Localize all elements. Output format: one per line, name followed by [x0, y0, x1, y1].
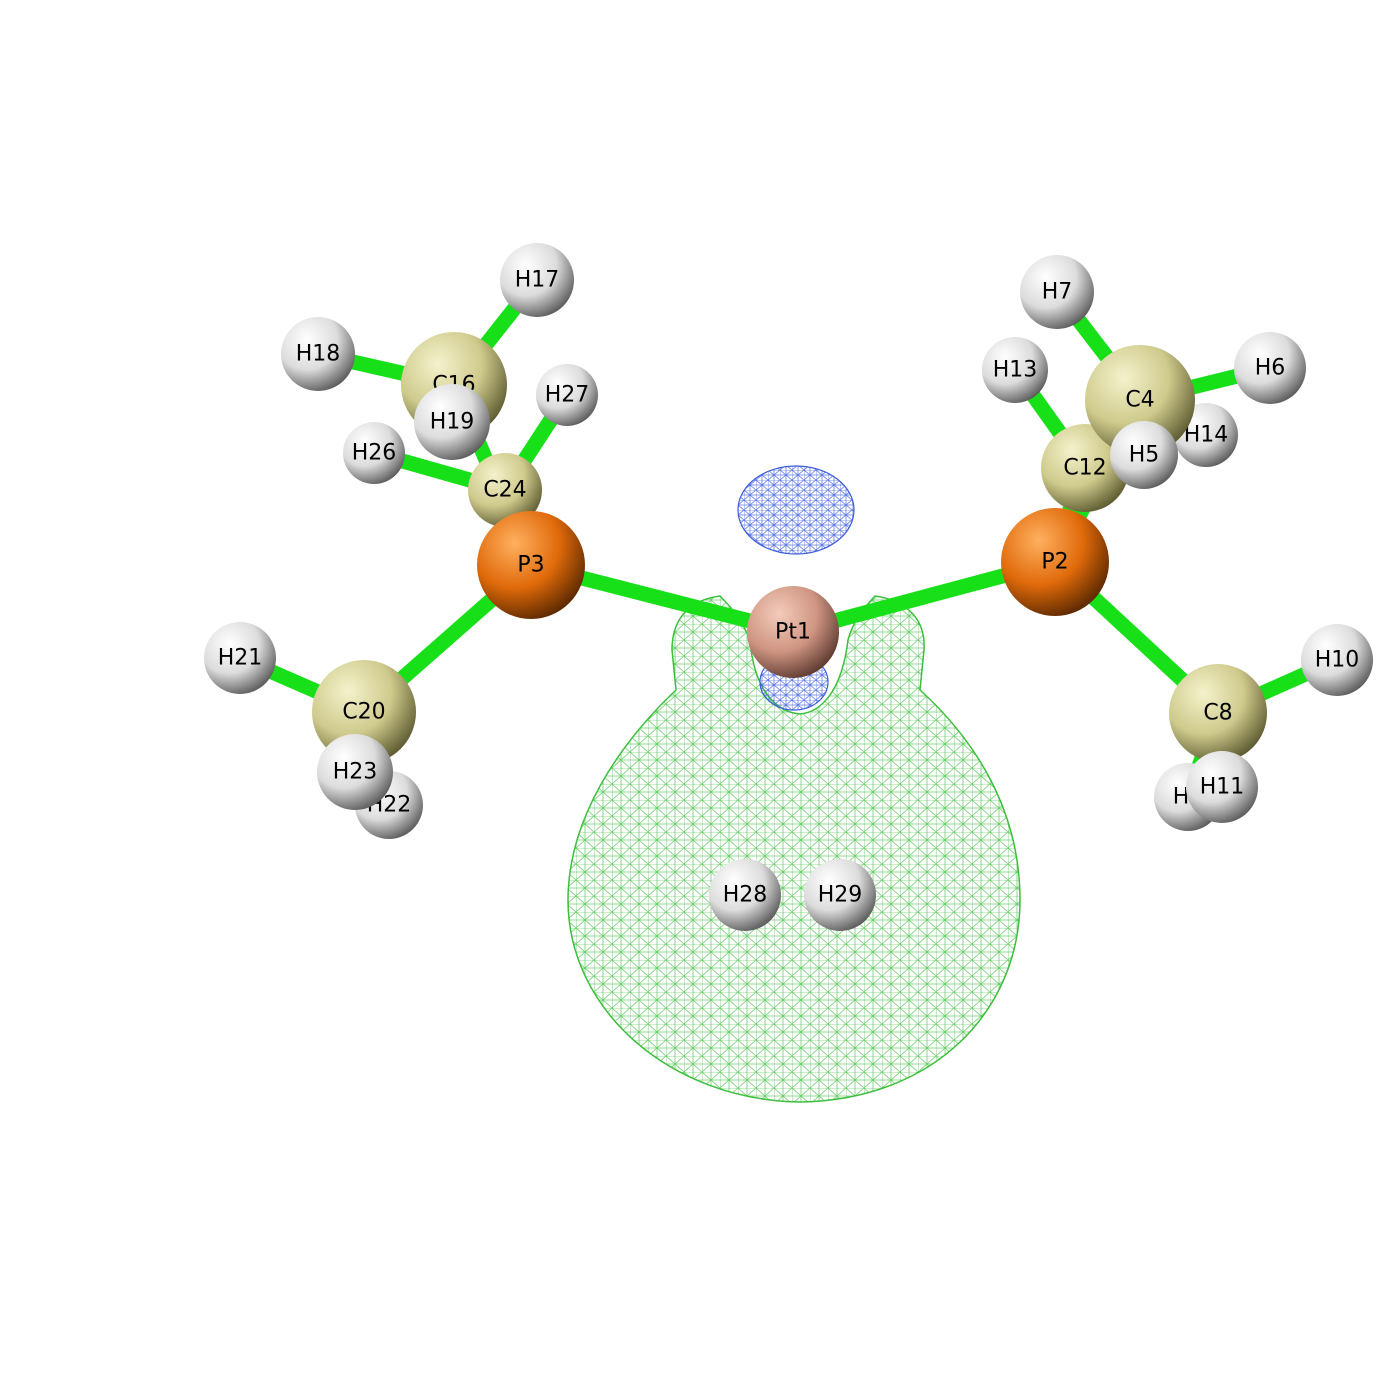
atom-sphere-H23 [317, 734, 393, 810]
atom-label-H26: H26 [352, 441, 397, 466]
atom-label-H19: H19 [430, 410, 475, 435]
atom-label-H10: H10 [1315, 648, 1360, 673]
atom-label-C12: C12 [1063, 456, 1106, 481]
atom-C24[interactable]: C24 [468, 453, 542, 527]
atom-label-H7: H7 [1042, 280, 1073, 305]
atom-label-H14: H14 [1184, 423, 1229, 448]
atom-sphere-H13 [982, 337, 1048, 403]
atom-sphere-H17 [500, 243, 574, 317]
atom-label-P3: P3 [517, 553, 544, 578]
atom-sphere-H27 [536, 364, 598, 426]
atom-label-H21: H21 [218, 646, 263, 671]
atom-label-H17: H17 [515, 268, 560, 293]
atom-sphere-C12 [1041, 424, 1129, 512]
atom-Pt1[interactable]: Pt1 [747, 586, 839, 678]
atom-label-H5: H5 [1129, 443, 1160, 468]
atom-label-H13: H13 [993, 358, 1038, 383]
atom-label-H11: H11 [1200, 775, 1245, 800]
atom-H27[interactable]: H27 [536, 364, 598, 426]
atom-label-H28: H28 [723, 883, 768, 908]
atom-H19[interactable]: H19 [414, 384, 490, 460]
atom-label-H27: H27 [545, 383, 590, 408]
atom-sphere-P3 [477, 511, 585, 619]
atom-sphere-C8 [1169, 664, 1267, 762]
atom-sphere-H26 [343, 422, 405, 484]
atom-label-C20: C20 [342, 700, 385, 725]
atom-sphere-H28 [709, 859, 781, 931]
atom-sphere-H6 [1234, 332, 1306, 404]
atom-sphere-C4 [1085, 345, 1195, 455]
atom-label-H18: H18 [296, 342, 341, 367]
atom-H26[interactable]: H26 [343, 422, 405, 484]
atom-C12[interactable]: C12 [1041, 424, 1129, 512]
atom-C8[interactable]: C8 [1169, 664, 1267, 762]
atom-P3[interactable]: P3 [477, 511, 585, 619]
atom-sphere-H18 [281, 317, 355, 391]
atom-label-H23: H23 [333, 760, 378, 785]
atom-H7[interactable]: H7 [1020, 255, 1094, 329]
atom-H11[interactable]: H11 [1186, 751, 1258, 823]
atom-sphere-P2 [1001, 508, 1109, 616]
atom-H23[interactable]: H23 [317, 734, 393, 810]
atom-sphere-H7 [1020, 255, 1094, 329]
atom-sphere-Pt1 [747, 586, 839, 678]
atom-H21[interactable]: H21 [204, 622, 276, 694]
atom-label-C4: C4 [1125, 388, 1154, 413]
atom-sphere-H11 [1186, 751, 1258, 823]
atom-P2[interactable]: P2 [1001, 508, 1109, 616]
atom-label-C24: C24 [483, 478, 526, 503]
orbital-isosurfaces [567, 465, 1021, 1103]
atom-label-H6: H6 [1255, 356, 1286, 381]
atom-sphere-H5 [1110, 421, 1178, 489]
atom-H29[interactable]: H29 [804, 859, 876, 931]
atom-C20[interactable]: C20 [312, 660, 416, 764]
atom-H28[interactable]: H28 [709, 859, 781, 931]
atom-label-H29: H29 [818, 883, 863, 908]
atom-sphere-H21 [204, 622, 276, 694]
atom-label-P2: P2 [1041, 550, 1068, 575]
atom-C4[interactable]: C4 [1085, 345, 1195, 455]
atom-H6[interactable]: H6 [1234, 332, 1306, 404]
atom-sphere-H10 [1301, 624, 1373, 696]
atom-H10[interactable]: H10 [1301, 624, 1373, 696]
atoms: H15H25C24H26H27C12H13H14H22H9C16H17H18H1… [204, 243, 1373, 931]
atom-H13[interactable]: H13 [982, 337, 1048, 403]
atom-sphere-C20 [312, 660, 416, 764]
atom-label-C8: C8 [1203, 701, 1232, 726]
green-lobe-isosurface [567, 595, 1021, 1103]
atom-sphere-C24 [468, 453, 542, 527]
atom-label-Pt1: Pt1 [775, 620, 811, 645]
atom-sphere-H29 [804, 859, 876, 931]
atom-H17[interactable]: H17 [500, 243, 574, 317]
atom-H18[interactable]: H18 [281, 317, 355, 391]
blue-lobe-upper-isosurface [737, 465, 855, 555]
atom-sphere-H19 [414, 384, 490, 460]
atom-H5[interactable]: H5 [1110, 421, 1178, 489]
